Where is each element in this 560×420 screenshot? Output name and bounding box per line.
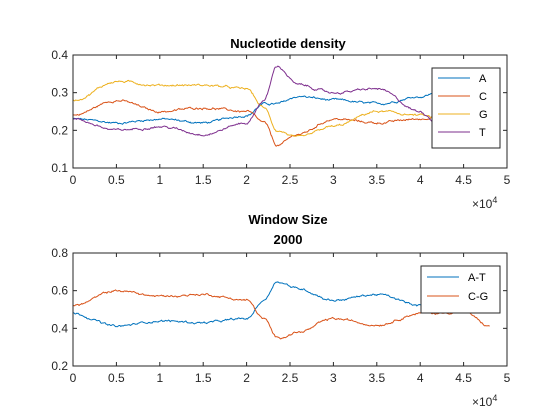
axes [72,252,508,367]
x-tick-label: 4.5 [455,173,472,187]
series-line-c [72,99,490,147]
x-tick-label: 1.5 [195,173,212,187]
x-tick-label: 3.5 [368,371,385,385]
x-tick-label: 4 [417,371,424,385]
x-tick-label: 0 [70,173,77,187]
legend-label: G [479,109,488,121]
x-tick-label: 4.5 [455,371,472,385]
tick-labels: 0 0.5 1 1.5 2 2.5 3 3.5 4 4.5 5 0.1 0.2 0.3 0.4 [51,48,510,187]
y-tick-label: 0.1 [51,161,68,175]
x-exponent-label: ×104 [472,393,497,409]
chart-nucleotide-density: Nucleotide density 0 0.5 1 1.5 2 2.5 3 3.5 4 4.5 5… [51,36,510,211]
series-line-a [72,91,490,125]
y-tick-label: 0.4 [51,48,68,62]
x-tick-label: 2.5 [282,371,299,385]
legend-label: T [479,127,486,139]
x-tick-label: 5 [504,371,511,385]
axes [72,54,508,169]
x-tick-label: 0.5 [108,173,125,187]
series-line-t [72,65,490,137]
x-tick-label: 2 [243,173,250,187]
y-tick-label: 0.2 [51,123,68,137]
x-tick-label: 1 [156,371,163,385]
legend-label: C-G [468,291,488,303]
chart-subtitle: 2000 [274,232,303,247]
series-line-g [72,79,490,137]
legend-label: C [479,91,487,103]
legend-box [431,67,501,149]
legend-label: A-T [468,272,486,284]
x-tick-label: 3 [330,173,337,187]
series-line-a-t [72,281,490,328]
legend-label: A [479,73,487,85]
x-tick-label: 5 [504,173,511,187]
series-layer [72,281,490,340]
chart-title: Window Size [248,212,327,227]
series-layer [72,65,490,147]
x-tick-label: 2 [243,371,250,385]
y-tick-label: 0.4 [51,321,68,335]
x-exponent-label: ×104 [472,195,497,211]
x-tick-label: 0 [70,371,77,385]
legend: A-T C-G [420,265,501,314]
series-line-c-g [72,289,490,340]
y-tick-label: 0.6 [51,284,68,298]
x-tick-label: 0.5 [108,371,125,385]
y-tick-label: 0.3 [51,86,68,100]
x-tick-label: 3 [330,371,337,385]
y-tick-label: 0.2 [51,359,68,373]
x-tick-label: 1 [156,173,163,187]
y-tick-label: 0.8 [51,246,68,260]
x-tick-label: 4 [417,173,424,187]
legend-box [420,265,501,314]
x-tick-label: 1.5 [195,371,212,385]
chart-title: Nucleotide density [230,36,346,51]
chart-window-size: Window Size 2000 0 0.5 1 1.5 2 2.5 3 3.5 4 4.5 5 0.… [51,212,510,409]
x-tick-label: 3.5 [368,173,385,187]
x-tick-label: 2.5 [282,173,299,187]
tick-labels: 0 0.5 1 1.5 2 2.5 3 3.5 4 4.5 5 0.2 0.4 0.6 0.8 [51,246,510,385]
